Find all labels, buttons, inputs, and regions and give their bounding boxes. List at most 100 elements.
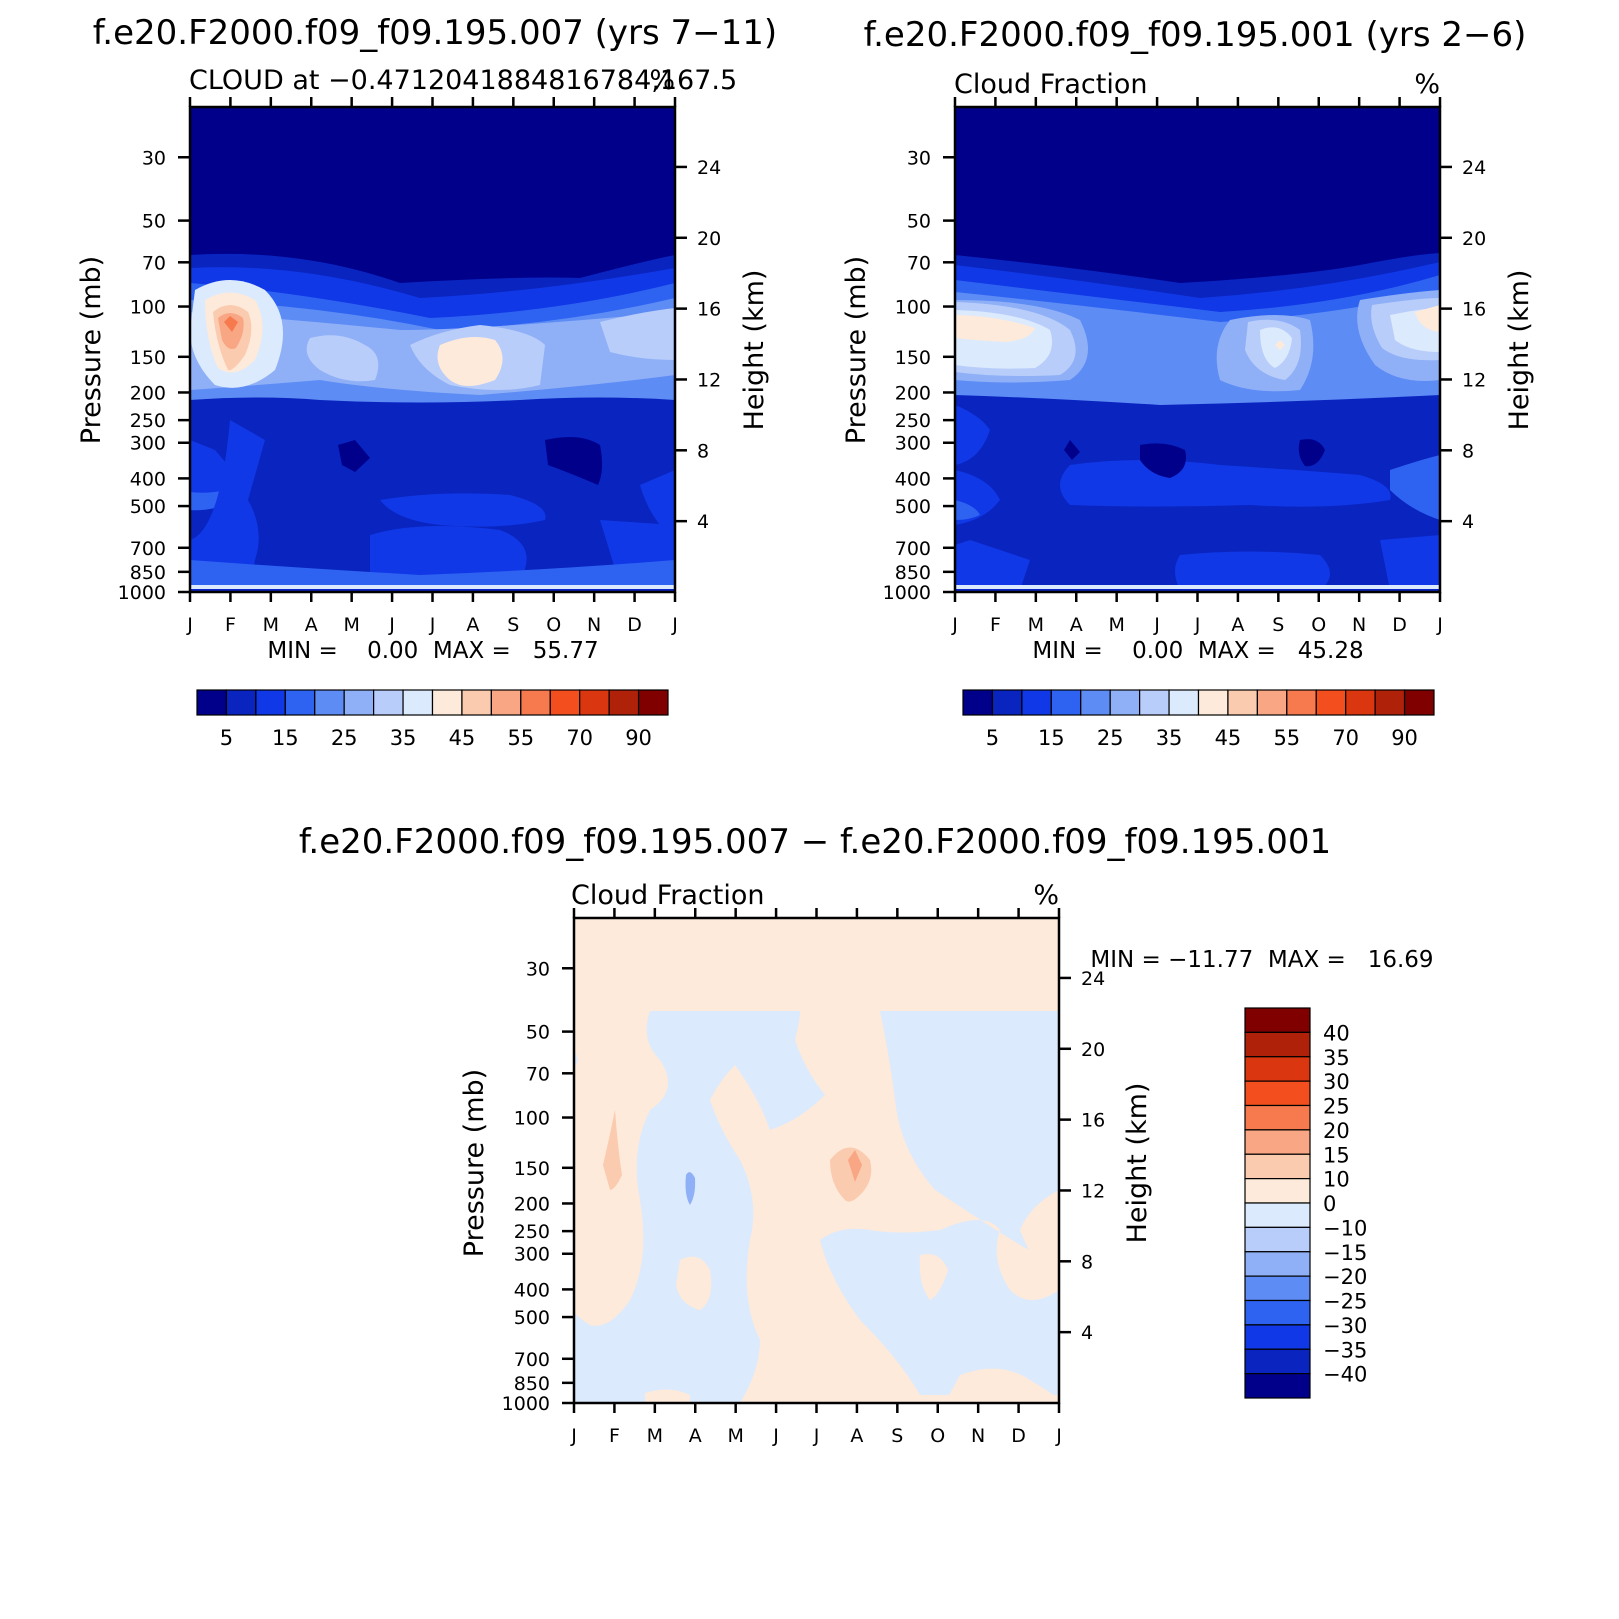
y2-axis-label: Height (km) (739, 270, 770, 431)
y-axis-label: Pressure (mb) (459, 1069, 490, 1257)
colorbar-swatch (1244, 1104, 1311, 1131)
y2-tick-label: 16 (697, 299, 721, 321)
colorbar-swatch (1244, 1202, 1311, 1228)
y-tick-label: 250 (895, 410, 931, 432)
y-axis-label: Pressure (mb) (841, 256, 872, 444)
x-tick-label: A (850, 1425, 863, 1447)
colorbar-label: 45 (1215, 726, 1242, 750)
x-tick-label: N (971, 1425, 985, 1447)
colorbar-label: 15 (1323, 1143, 1350, 1167)
y2-tick-label: 4 (1081, 1322, 1093, 1344)
y-tick-label: 70 (526, 1063, 550, 1085)
colorbar-swatch (637, 689, 669, 716)
colorbar-label: −35 (1323, 1338, 1367, 1362)
x-tick-label: S (1272, 614, 1284, 636)
y-tick-label: 700 (130, 538, 166, 560)
y-tick-label: 150 (895, 347, 931, 369)
y-tick-label: 30 (526, 958, 550, 980)
colorbar-label: 30 (1323, 1070, 1350, 1094)
x-tick-label: J (1436, 614, 1443, 636)
y-tick-label: 500 (895, 496, 931, 518)
y-tick-label: 300 (514, 1244, 550, 1266)
x-tick-label: J (186, 614, 193, 636)
colorbar-swatch (1227, 689, 1258, 716)
colorbar-label: 5 (220, 726, 233, 750)
x-tick-label: M (343, 614, 359, 636)
colorbar-label: 70 (566, 726, 593, 750)
x-tick-label: N (587, 614, 601, 636)
y-tick-label: 100 (130, 297, 166, 319)
colorbar-swatch (991, 689, 1023, 716)
y2-tick-label: 4 (697, 511, 709, 533)
colorbar-label: 45 (449, 726, 476, 750)
y-tick-label: 700 (895, 538, 931, 560)
colorbar-label: 20 (1323, 1119, 1350, 1143)
y-tick-label: 250 (514, 1221, 550, 1243)
x-tick-label: O (930, 1425, 945, 1447)
y-tick-label: 700 (514, 1349, 550, 1371)
colorbar-swatch (1244, 1324, 1311, 1350)
colorbar: 5 15 25 35 45 55 70 90 (962, 689, 1435, 750)
colorbar-label: 35 (1323, 1046, 1350, 1070)
x-tick-label: A (305, 614, 318, 636)
y-tick-label: 850 (130, 562, 166, 584)
colorbar-label: −10 (1323, 1216, 1367, 1240)
colorbar-label: −20 (1323, 1265, 1367, 1289)
colorbar-label: 35 (390, 726, 417, 750)
colorbar-label: 15 (1038, 726, 1065, 750)
colorbar-swatch (490, 689, 522, 716)
colorbar-label: 25 (1323, 1095, 1350, 1119)
y2-tick-label: 20 (1081, 1039, 1105, 1061)
colorbar-swatch (1050, 689, 1082, 716)
colorbar-swatch (1244, 1129, 1311, 1155)
panel-units: % (649, 65, 675, 96)
colorbar-swatch (1139, 689, 1170, 716)
colorbar-swatch (1315, 689, 1347, 716)
colorbar-swatch (1244, 1056, 1311, 1082)
colorbar-swatch (284, 689, 316, 716)
x-tick-label: A (1231, 614, 1244, 636)
y-tick-label: 850 (514, 1373, 550, 1395)
colorbar-label: 25 (1097, 726, 1124, 750)
colorbar-swatch (314, 689, 345, 716)
y-tick-label: 250 (130, 410, 166, 432)
x-tick-label: A (689, 1425, 702, 1447)
colorbar-swatch (608, 689, 640, 716)
y2-axis-label: Height (km) (1504, 270, 1535, 431)
panel-subtitle: CLOUD at −0.4712041884816784,167.5 (189, 65, 737, 96)
x-tick-label: O (546, 614, 561, 636)
x-tick-label: N (1352, 614, 1366, 636)
panel-subtitle: Cloud Fraction (954, 69, 1147, 100)
y-tick-label: 400 (514, 1279, 550, 1301)
colorbar-swatch (1244, 1348, 1311, 1375)
panel-difference: f.e20.F2000.f09_f09.195.007 − f.e20.F200… (299, 822, 1434, 1447)
panel-title: f.e20.F2000.f09_f09.195.007 (yrs 7−11) (93, 13, 777, 53)
y-tick-label: 500 (130, 496, 166, 518)
x-tick-label: J (1194, 614, 1201, 636)
x-tick-label: S (891, 1425, 903, 1447)
colorbar-swatch (255, 689, 286, 716)
colorbar-label: 0 (1323, 1192, 1336, 1216)
colorbar-label: 55 (507, 726, 534, 750)
y2-tick-label: 20 (1462, 228, 1486, 250)
y2-tick-label: 24 (1081, 968, 1105, 990)
y-tick-label: 150 (130, 347, 166, 369)
y2-tick-label: 8 (1081, 1251, 1093, 1273)
panel-top-right: f.e20.F2000.f09_f09.195.001 (yrs 2−6) Cl… (841, 15, 1535, 750)
y2-tick-label: 24 (1462, 157, 1486, 179)
colorbar-swatch (1244, 1178, 1311, 1204)
colorbar-swatch (962, 689, 994, 716)
colorbar-swatch (1374, 689, 1406, 716)
y2-tick-label: 8 (697, 440, 709, 462)
x-tick-label: M (727, 1425, 743, 1447)
x-tick-label: F (990, 614, 1001, 636)
y-tick-label: 100 (514, 1108, 550, 1130)
colorbar-swatch (1244, 1080, 1311, 1107)
x-tick-label: M (1028, 614, 1044, 636)
colorbar-label: 15 (272, 726, 299, 750)
y-tick-label: 400 (895, 468, 931, 490)
y-tick-label: 200 (514, 1193, 550, 1215)
